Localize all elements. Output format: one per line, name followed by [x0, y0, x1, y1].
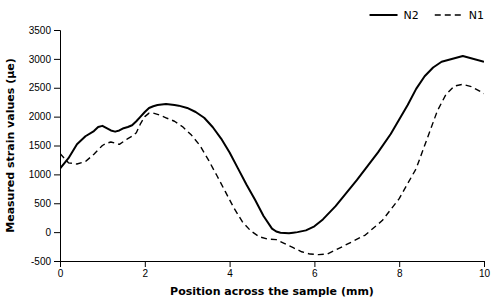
y-axis-title: Measured strain values (μe) — [4, 58, 17, 233]
y-tick: -500 — [31, 256, 60, 267]
x-tick-label: 8 — [397, 268, 403, 279]
legend-item: N1 — [435, 9, 484, 22]
y-tick: 0 — [45, 227, 60, 238]
y-tick-mark — [54, 261, 60, 262]
y-tick-mark — [54, 232, 60, 233]
x-axis-line — [61, 262, 485, 268]
y-tick: 2500 — [29, 82, 60, 93]
y-tick: 1000 — [29, 169, 60, 180]
y-tick-mark — [54, 174, 60, 175]
series-line — [60, 84, 484, 254]
y-tick-mark — [54, 203, 60, 204]
y-tick-label: 1500 — [29, 140, 52, 151]
series-line — [60, 56, 484, 233]
x-tick-label: 0 — [58, 268, 64, 279]
chart: 0 2 4 6 8 10 -500 0 500 1000 1500 2000 2500 3000 3500 P… — [0, 0, 500, 301]
y-tick-label: -500 — [31, 256, 51, 267]
y-tick-label: 3500 — [29, 25, 52, 36]
y-axis: -500 0 500 1000 1500 2000 2500 3000 3500 — [29, 25, 61, 267]
plot-area — [60, 56, 484, 255]
y-tick-mark — [54, 30, 60, 31]
y-tick-label: 2000 — [29, 111, 52, 122]
y-tick-mark — [54, 117, 60, 118]
y-tick: 1500 — [29, 140, 60, 151]
x-tick: 8 — [397, 261, 403, 279]
y-tick-mark — [54, 146, 60, 147]
x-tick-mark — [399, 261, 400, 267]
legend-item: N2 — [370, 9, 419, 22]
y-tick: 500 — [34, 198, 60, 209]
x-tick: 10 — [479, 261, 491, 279]
y-tick-label: 500 — [34, 198, 51, 209]
y-axis-line — [54, 31, 61, 262]
legend: N2 N1 — [370, 9, 484, 22]
x-tick-mark — [230, 261, 231, 267]
legend-swatch — [435, 14, 463, 15]
x-tick-label: 2 — [143, 268, 149, 279]
y-tick-label: 1000 — [29, 169, 52, 180]
x-tick-label: 10 — [479, 268, 491, 279]
legend-label: N2 — [404, 9, 419, 22]
x-tick: 6 — [312, 261, 318, 279]
y-tick-label: 3000 — [29, 54, 52, 65]
x-tick-mark — [145, 261, 146, 267]
legend-swatch — [370, 14, 398, 16]
y-tick-mark — [54, 88, 60, 89]
y-tick-label: 0 — [45, 227, 51, 238]
x-tick: 0 — [58, 261, 64, 279]
y-tick-mark — [54, 59, 60, 60]
x-tick-mark — [314, 261, 315, 267]
x-tick-label: 4 — [227, 268, 233, 279]
legend-label: N1 — [469, 9, 484, 22]
y-tick-label: 2500 — [29, 82, 52, 93]
y-tick: 3500 — [29, 25, 60, 36]
x-tick-label: 6 — [312, 268, 318, 279]
x-tick-mark — [484, 261, 485, 267]
x-axis: 0 2 4 6 8 10 — [58, 261, 491, 279]
y-tick: 2000 — [29, 111, 60, 122]
y-tick: 3000 — [29, 54, 60, 65]
x-tick: 2 — [143, 261, 149, 279]
x-axis-title: Position across the sample (mm) — [170, 285, 374, 298]
x-tick: 4 — [227, 261, 233, 279]
